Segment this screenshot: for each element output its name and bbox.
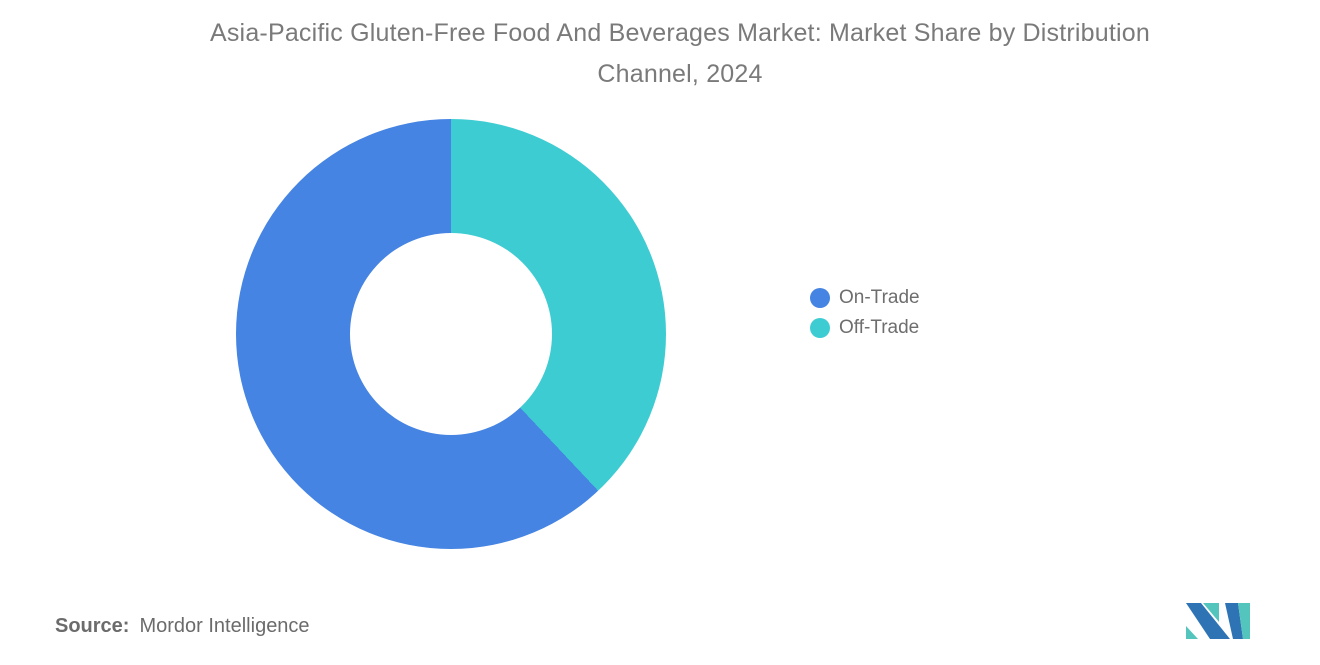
legend-swatch-off-trade bbox=[810, 318, 830, 338]
source-label: Source: bbox=[55, 615, 130, 637]
chart-title: Asia-Pacific Gluten-Free Food And Bevera… bbox=[209, 19, 1150, 88]
donut-chart-area bbox=[236, 119, 666, 549]
legend-swatch-on-trade bbox=[810, 288, 830, 308]
source-line: Source: Mordor Intelligence bbox=[55, 615, 310, 638]
legend-item-off-trade[interactable]: Off-Trade bbox=[810, 317, 920, 339]
logo-blue-band bbox=[1186, 603, 1230, 639]
legend-item-on-trade[interactable]: On-Trade bbox=[810, 287, 920, 309]
logo-teal-right bbox=[1238, 603, 1250, 639]
legend-label-off-trade: Off-Trade bbox=[839, 317, 920, 338]
logo-teal-bottom-triangle bbox=[1186, 626, 1198, 639]
mordor-intelligence-logo bbox=[1186, 603, 1250, 639]
source-value: Mordor Intelligence bbox=[139, 615, 310, 637]
donut-hole bbox=[350, 233, 552, 435]
legend-label-on-trade: On-Trade bbox=[839, 287, 920, 308]
logo-blue-band-right bbox=[1225, 603, 1243, 639]
logo-teal-top-triangle bbox=[1203, 603, 1219, 622]
legend: On-Trade Off-Trade bbox=[810, 287, 920, 339]
